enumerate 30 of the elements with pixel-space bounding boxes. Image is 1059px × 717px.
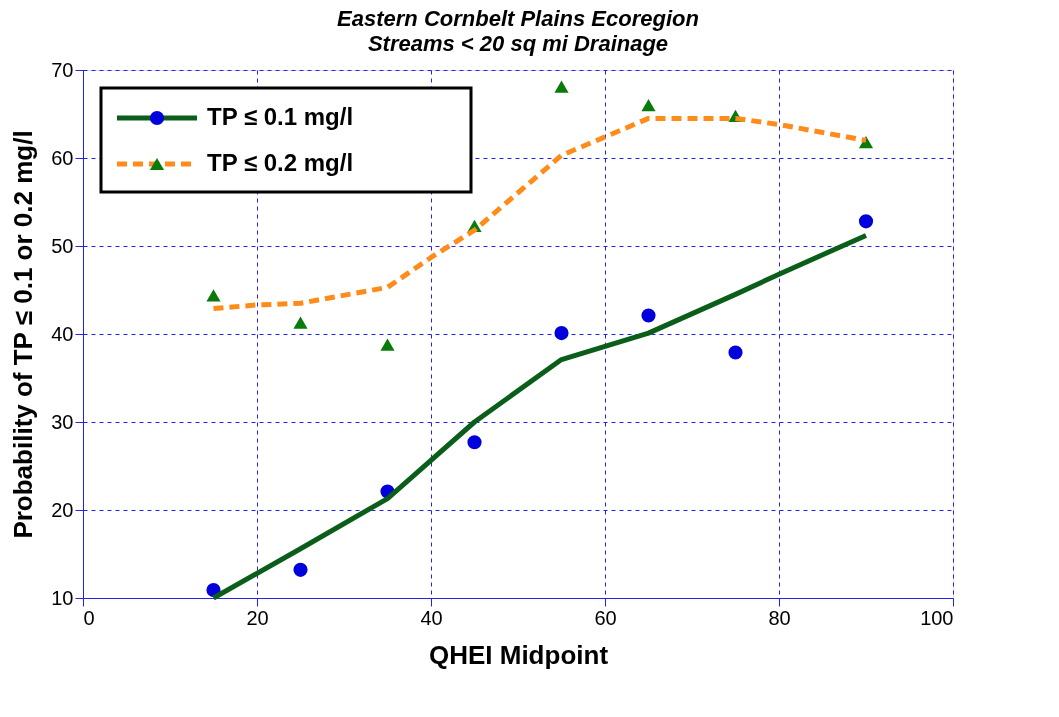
x-tick-label: 60: [594, 606, 617, 629]
x-tick-label: 0: [83, 606, 95, 629]
point: [293, 316, 308, 329]
point: [293, 562, 308, 577]
point: [554, 80, 569, 93]
point: [554, 326, 569, 341]
point: [206, 289, 221, 302]
x-tick-label: 40: [420, 606, 443, 629]
y-tick-label: 20: [51, 498, 74, 521]
y-tick-label: 70: [51, 58, 74, 81]
y-tick-label: 50: [51, 234, 74, 257]
point: [641, 99, 656, 112]
x-tick-label: 80: [768, 606, 791, 629]
y-tick-label: 10: [51, 586, 74, 609]
y-axis-title: Probability of TP ≤ 0.1 or 0.2 mg/l: [8, 130, 39, 539]
point: [728, 345, 743, 360]
point: [858, 214, 874, 229]
x-tick-label: 20: [246, 606, 269, 629]
y-tick-label: 30: [51, 410, 74, 433]
point: [380, 338, 395, 351]
y-tick-label: 40: [51, 322, 74, 345]
legend-label: TP ≤ 0.1 mg/l: [207, 103, 354, 130]
y-tick-label: 60: [51, 146, 74, 169]
x-tick-label: 100: [920, 606, 954, 629]
chart-subtitle: Streams < 20 sq mi Drainage: [367, 31, 669, 56]
point: [641, 308, 656, 323]
legend-label: TP ≤ 0.2 mg/l: [207, 149, 354, 176]
x-axis-title: QHEI Midpoint: [428, 639, 609, 670]
point: [467, 435, 482, 450]
chart-title: Eastern Cornbelt Plains Ecoregion: [337, 6, 699, 31]
